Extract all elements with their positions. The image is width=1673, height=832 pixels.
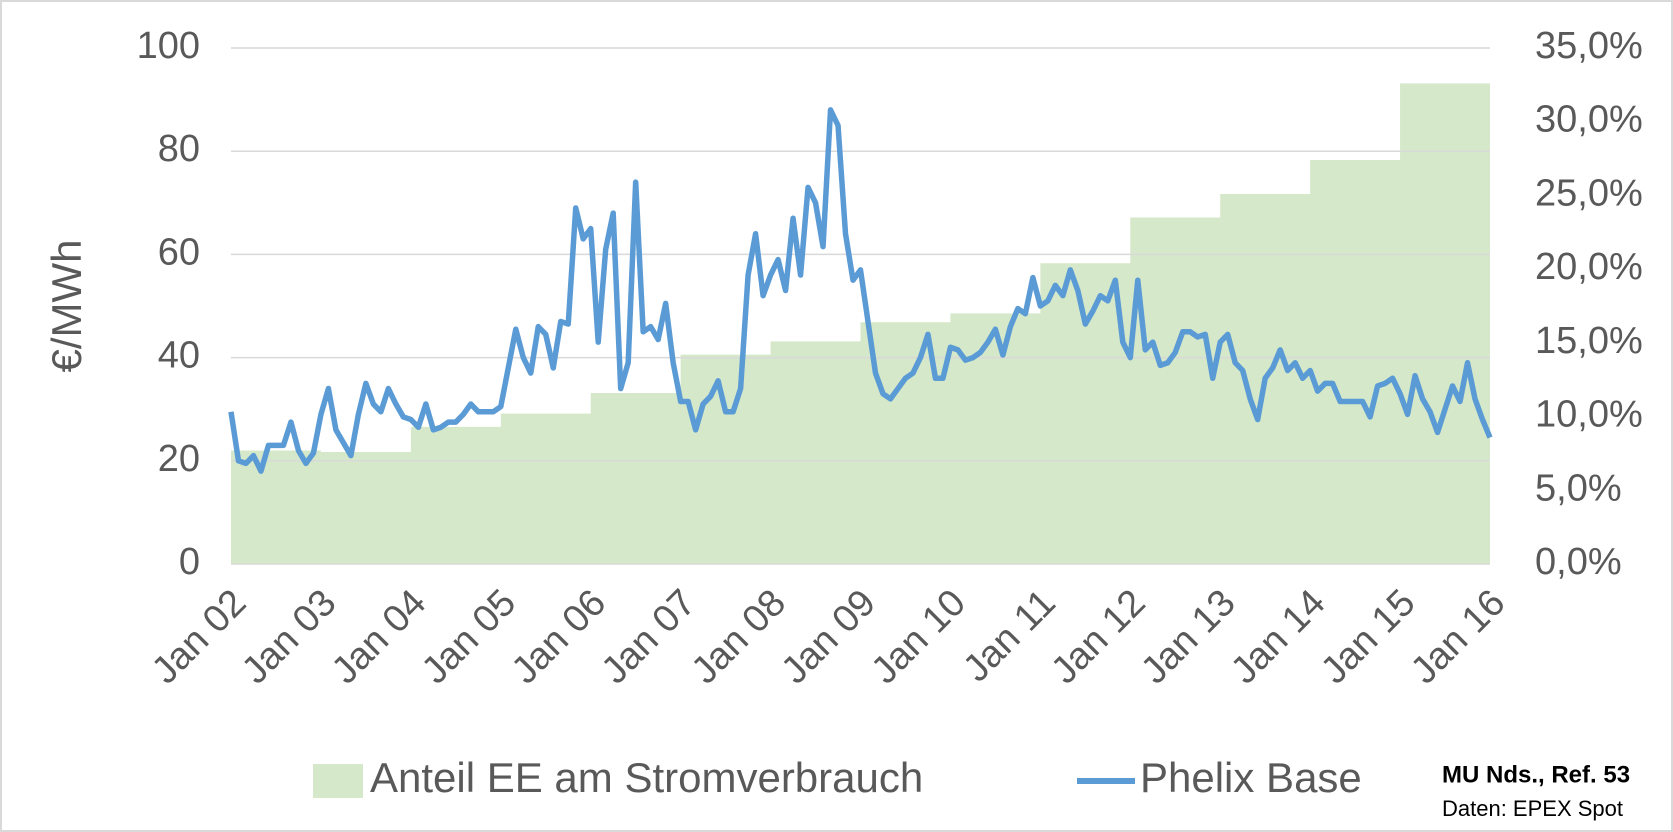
legend-label: Anteil EE am Stromverbrauch [370, 754, 923, 801]
legend-label: Phelix Base [1140, 754, 1362, 801]
area-layer [231, 83, 1490, 564]
y-tick-label: 0 [179, 541, 200, 583]
y-axis-label: €/MWh [43, 239, 90, 372]
plot-area [228, 107, 1493, 474]
area [231, 83, 1490, 564]
data-note: Daten: EPEX Spot [1442, 796, 1623, 821]
y-tick-label: 60 [158, 231, 200, 273]
y-tick-label: 20 [158, 438, 200, 480]
y2-tick-label: 35,0% [1535, 25, 1643, 67]
y2-tick-label: 20,0% [1535, 246, 1643, 288]
y2-tick-label: 10,0% [1535, 394, 1643, 436]
line [228, 107, 1493, 474]
y2-tick-label: 25,0% [1535, 172, 1643, 214]
y2-tick-label: 15,0% [1535, 320, 1643, 362]
source-note: MU Nds., Ref. 53 [1442, 761, 1630, 788]
y-tick-label: 100 [137, 25, 200, 67]
y2-tick-label: 0,0% [1535, 541, 1622, 583]
y-tick-label: 40 [158, 335, 200, 377]
y2-tick-label: 5,0% [1535, 467, 1622, 509]
y2-tick-label: 30,0% [1535, 99, 1643, 141]
grid [231, 47, 1490, 565]
y-tick-label: 80 [158, 128, 200, 170]
legend-swatch [313, 764, 363, 798]
